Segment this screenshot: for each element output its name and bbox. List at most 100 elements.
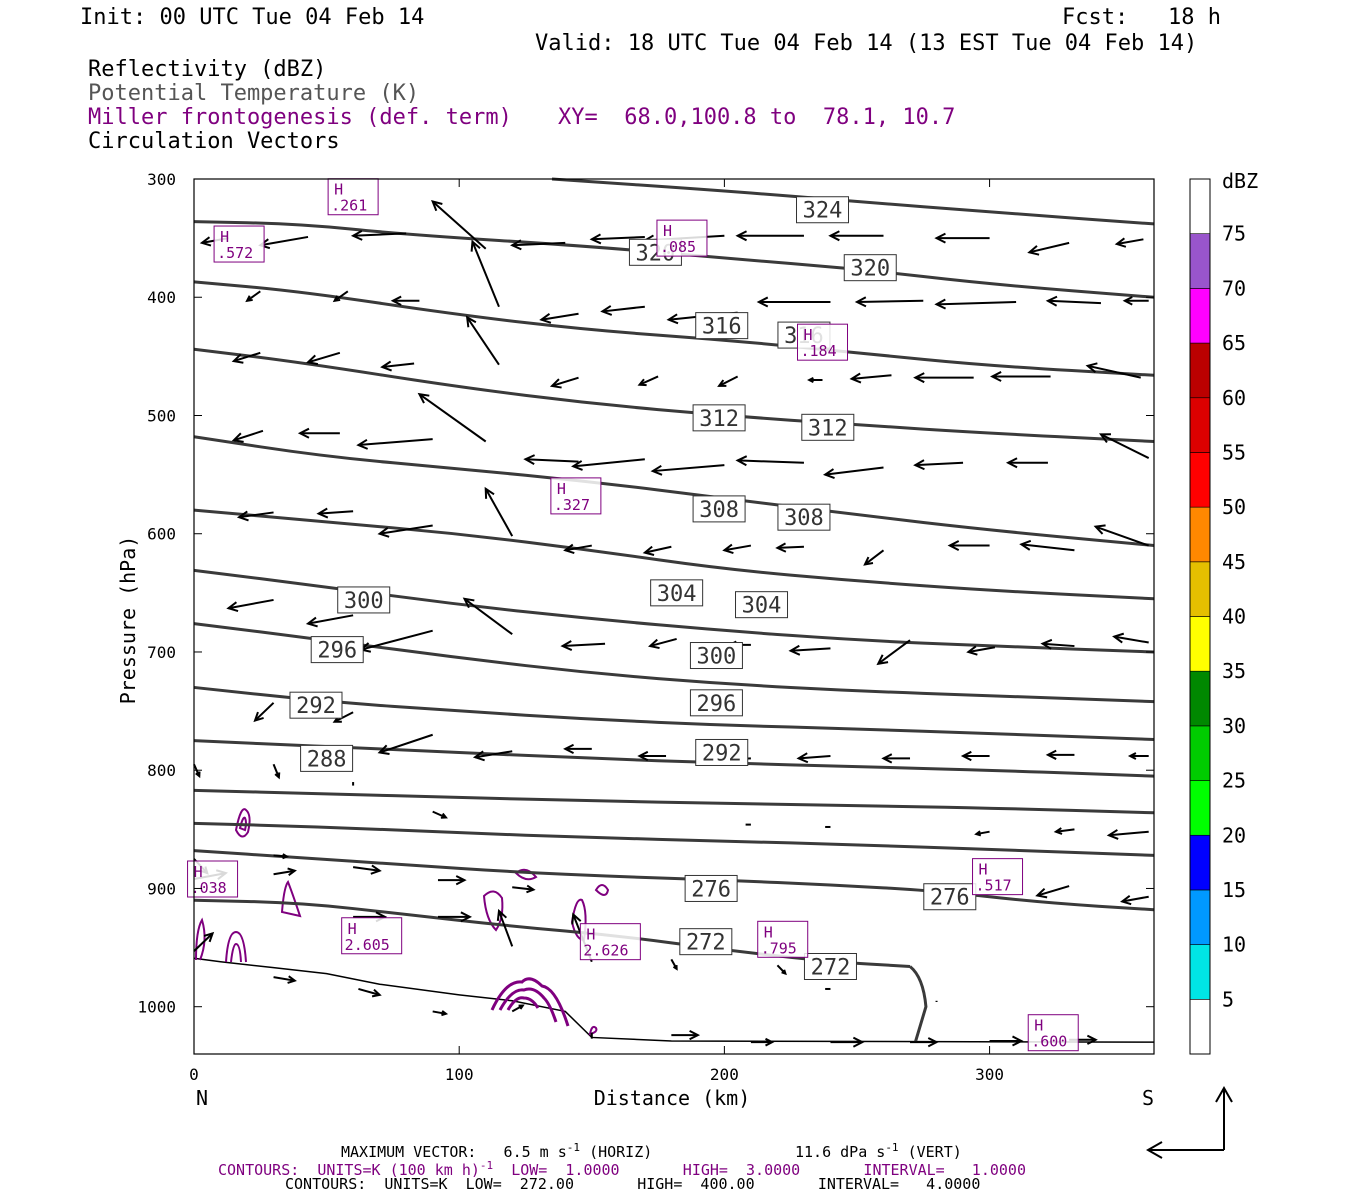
circulation-vector	[1027, 241, 1070, 256]
frontogenesis-max-label: H	[979, 861, 988, 879]
cross-section-endpoints: XY= 68.0,100.8 to 78.1, 10.7	[558, 105, 956, 130]
circulation-vector	[231, 429, 264, 443]
theta-label-text: 292	[702, 741, 742, 766]
circulation-vector	[722, 543, 752, 554]
x-tick-label: 300	[975, 1065, 1004, 1084]
frontogenesis-max-value: .261	[331, 197, 367, 215]
theta-label-text: 312	[808, 416, 848, 441]
frontogenesis-max: H2.605	[341, 917, 403, 955]
frontogenesis-max: H.038	[187, 860, 239, 898]
colorbar-level-label: 45	[1222, 550, 1246, 574]
field-circulation-vectors: Circulation Vectors	[88, 129, 340, 154]
circulation-vector	[934, 232, 990, 244]
theta-label-text: 304	[742, 594, 782, 619]
x-left-end-label: N	[196, 1086, 208, 1110]
circulation-vector	[437, 911, 473, 923]
circulation-vector	[356, 438, 433, 450]
contours-frontogenesis-info: CONTOURS: UNITS=K (100 km h)-1 LOW= 1.00…	[218, 1159, 1026, 1179]
circulation-vector	[910, 1037, 939, 1048]
circulation-vector	[913, 372, 974, 384]
theta-label: 292	[289, 691, 343, 719]
circulation-vector	[510, 239, 566, 251]
circulation-vector	[437, 875, 467, 886]
frontogenesis-contour	[570, 898, 587, 942]
theta-contour-308	[193, 435, 1155, 548]
circulation-vector	[990, 371, 1051, 382]
circulation-vector	[352, 864, 382, 875]
circulation-vector	[863, 549, 885, 566]
circulation-vector	[253, 702, 275, 723]
theta-label: 276	[923, 883, 977, 911]
frontogenesis-contour	[588, 1025, 598, 1036]
theta-label: 316	[695, 312, 749, 340]
circulation-vector	[881, 753, 911, 764]
y-tick-label: 700	[147, 643, 176, 662]
frontogenesis-contour	[490, 977, 570, 1027]
circulation-vector	[717, 375, 739, 387]
frontogenesis-contour	[195, 917, 206, 961]
frontogenesis-max-value: .795	[761, 939, 797, 957]
y-tick-label: 500	[147, 406, 176, 425]
theta-label-text: 272	[686, 931, 726, 956]
dbz-colorbar: 5 10 15 20 25 30 35 40 45 50 55 60 65 70 75	[1189, 178, 1246, 1055]
theta-contour-312	[193, 347, 1155, 443]
circulation-vector	[1098, 433, 1150, 459]
theta-contour-320	[193, 220, 1155, 299]
circulation-vectors	[193, 200, 1150, 1048]
circulation-vector	[989, 1035, 1024, 1047]
circulation-vector	[350, 229, 407, 241]
x-tick-label: 0	[189, 1065, 199, 1084]
circulation-vector	[245, 290, 261, 303]
circulation-vector	[273, 853, 290, 860]
circulation-vector	[642, 545, 672, 556]
frontogenesis-max-value: .600	[1031, 1033, 1067, 1051]
x-tick-label: 100	[445, 1065, 474, 1084]
colorbar-level-label: 15	[1222, 878, 1246, 902]
contours-theta-info: CONTOURS: UNITS=K LOW= 272.00 HIGH= 400.…	[285, 1175, 981, 1193]
circulation-vector	[193, 931, 215, 952]
circulation-vector	[600, 305, 645, 316]
colorbar-segment	[1189, 561, 1211, 617]
circulation-vector	[750, 1037, 775, 1047]
circulation-vector	[637, 750, 667, 762]
y-tick-label: 400	[147, 288, 176, 307]
circulation-vector	[934, 298, 1017, 310]
axes: 300 400 500 600 700 800 900 1000 0 100 200 300	[137, 170, 1154, 1084]
frontogenesis-max-value: .572	[217, 244, 253, 262]
frontogenesis-max-value: .038	[191, 879, 227, 897]
theta-label: 312	[801, 413, 855, 441]
circulation-vector	[796, 752, 831, 764]
x-right-end-label: S	[1142, 1086, 1154, 1110]
colorbar-segment	[1189, 834, 1211, 891]
circulation-vector	[822, 466, 884, 479]
theta-label: 300	[689, 642, 743, 670]
frontogenesis-contours	[195, 808, 610, 1036]
colorbar-frame	[1189, 178, 1211, 1055]
circulation-vector	[1045, 295, 1102, 307]
circulation-vector	[876, 639, 911, 666]
colorbar-segment	[1189, 616, 1211, 672]
frontogenesis-contour	[280, 880, 302, 918]
y-tick-label: 600	[147, 525, 176, 544]
theta-label: 296	[689, 689, 743, 717]
colorbar-level-label: 40	[1222, 605, 1246, 629]
circulation-vector	[417, 392, 487, 443]
frontogenesis-max: H2.626	[579, 923, 641, 961]
forecast-hour: Fcst: 18 h	[1062, 5, 1221, 30]
circulation-vector	[960, 750, 990, 762]
frontogenesis-contour	[234, 808, 251, 838]
max-vector-vert: 11.6 dPa s-1 (VERT)	[795, 1141, 962, 1161]
colorbar-level-label: 55	[1222, 440, 1246, 464]
x-tick-label: 200	[710, 1065, 739, 1084]
frontogenesis-max: H.517	[972, 858, 1024, 896]
theta-label-text: 272	[811, 956, 851, 981]
circulation-vector	[549, 376, 579, 389]
circulation-vector	[756, 296, 831, 308]
theta-label: 308	[777, 503, 831, 531]
colorbar-level-label: 35	[1222, 659, 1246, 683]
theta-label: 272	[803, 953, 857, 981]
field-miller-frontogenesis: Miller frontogenesis (def. term)	[88, 105, 512, 130]
colorbar-level-label: 25	[1222, 769, 1246, 793]
circulation-vector	[472, 750, 513, 762]
theta-label: 308	[692, 495, 746, 523]
